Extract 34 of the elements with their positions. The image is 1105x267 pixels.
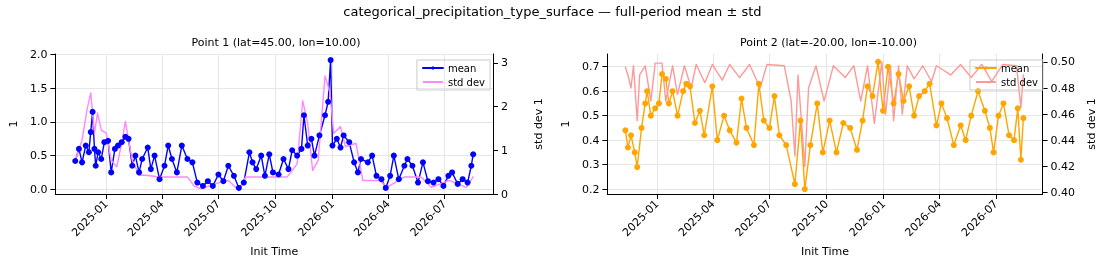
y2-tick-label: 1 <box>501 143 508 157</box>
y2-tick-label: 0.40 <box>1050 186 1076 200</box>
y-tick-label: 0.3 <box>581 158 600 172</box>
y2-tick-label: 0 <box>501 187 508 201</box>
y2-tick-label: 2 <box>501 100 508 113</box>
y-tick-label: 0.5 <box>29 149 48 163</box>
legend-label: mean <box>1000 62 1030 74</box>
y-tick-label: 1.5 <box>29 81 48 95</box>
y-tick-label: 0.7 <box>581 60 600 74</box>
y2-tick-label: 0.46 <box>1050 107 1076 121</box>
chart-title: Point 2 (lat=-20.00, lon=-10.00) <box>739 36 918 49</box>
y-tick-label: 0.5 <box>581 109 600 123</box>
legend-label: mean <box>447 62 477 74</box>
y2-axis-title: std dev 1 <box>532 98 545 150</box>
y2-tick-label: 0.44 <box>1050 133 1076 147</box>
y-axis-title: 1 <box>7 120 20 128</box>
y2-tick-label: 0.48 <box>1050 81 1076 95</box>
y2-axis-title: std dev 1 <box>1085 98 1098 150</box>
y-tick-label: 0.2 <box>581 182 600 196</box>
y-tick-label: 0.4 <box>581 133 600 147</box>
chart-title: Point 1 (lat=45.00, lon=10.00) <box>191 36 361 49</box>
y2-tick-label: 3 <box>501 56 508 70</box>
y2-tick-label: 0.42 <box>1050 160 1076 174</box>
y2-tick-label: 0.50 <box>1050 55 1076 69</box>
text: categorical_precipitation_type_surface — full-period mean ± std <box>342 4 763 19</box>
y-tick-label: 0.6 <box>581 84 600 98</box>
x-axis-title: Init Time <box>250 245 299 258</box>
x-axis-title: Init Time <box>800 245 850 258</box>
y-axis-title: 1 <box>559 120 572 128</box>
legend-label: std dev <box>1000 76 1039 88</box>
y-tick-label: 2.0 <box>29 48 48 62</box>
y-tick-label: 0.0 <box>29 182 48 196</box>
y-tick-label: 1.0 <box>29 115 48 129</box>
legend-label: std dev <box>447 76 486 88</box>
